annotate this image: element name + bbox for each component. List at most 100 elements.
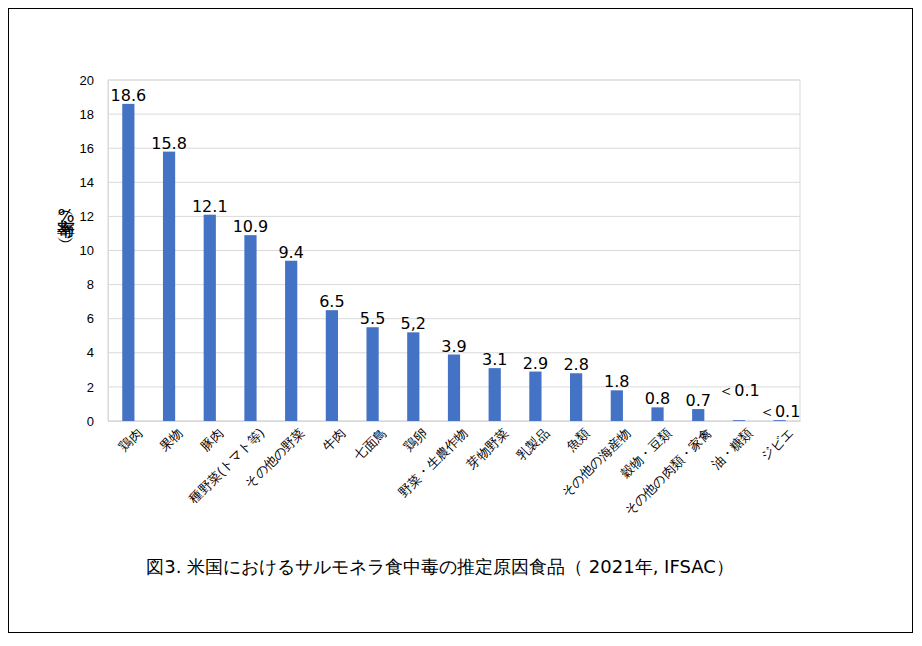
- x-tick: その他の肉類・家禽: [621, 421, 714, 518]
- x-tick-label: 魚類: [564, 425, 593, 454]
- bar: [285, 261, 297, 421]
- x-tick-label: その他の海産物: [558, 425, 633, 500]
- y-tick-label: 8: [87, 277, 94, 292]
- bar: [204, 215, 216, 421]
- data-label: ＜0.1: [718, 381, 759, 400]
- data-label: 12.1: [192, 197, 228, 216]
- data-label: 5,2: [401, 314, 426, 333]
- x-tick: 鶏肉: [116, 421, 145, 454]
- data-label: 1.8: [604, 372, 629, 391]
- chart-title: 図3. 米国におけるサルモネラ食中毒の推定原因食品（ 2021年, IFSAC）: [146, 556, 734, 577]
- data-label: ＜0.1: [759, 402, 800, 421]
- y-tick-label: 6: [87, 311, 94, 326]
- bar: [407, 332, 419, 421]
- x-axis: 鶏肉果物豚肉種野菜(トマト等)その他の野菜牛肉七面鳥鶏卵野菜・生農作物芽物野菜乳…: [109, 421, 801, 518]
- y-tick-label: 4: [87, 345, 94, 360]
- y-axis: 0 2 4 6 8 10 12 14 16 18 20: [80, 73, 109, 429]
- y-tick-label: 14: [80, 175, 94, 190]
- x-tick: 果物: [157, 421, 186, 454]
- x-tick-label: 油・糖類: [708, 425, 755, 472]
- bar: [692, 409, 704, 421]
- y-tick-label: 0: [87, 414, 94, 429]
- y-tick: 20: [80, 73, 108, 88]
- bars: [122, 104, 786, 421]
- x-tick-label: ジビエ: [758, 425, 796, 463]
- x-tick-label: その他の野菜: [242, 425, 308, 491]
- y-tick-label: 20: [80, 73, 94, 88]
- bar: [366, 327, 378, 421]
- data-label: 5.5: [360, 309, 385, 328]
- x-tick-label: 種野菜(トマト等): [186, 425, 267, 506]
- x-tick-label: その他の肉類・家禽: [621, 425, 714, 518]
- x-tick: 七面鳥: [351, 421, 389, 463]
- y-axis-line: [108, 81, 109, 422]
- bar: [448, 355, 460, 421]
- bar: [122, 104, 134, 421]
- x-tick: ジビエ: [758, 421, 796, 463]
- y-tick: 16: [80, 141, 108, 156]
- x-tick: 種野菜(トマト等): [186, 421, 267, 506]
- data-label: 6.5: [319, 292, 344, 311]
- x-tick: 油・糖類: [708, 421, 755, 472]
- grid-line: [108, 114, 800, 115]
- bar: [489, 368, 501, 421]
- plot-frame: [108, 80, 800, 421]
- x-tick-label: 豚肉: [197, 425, 226, 454]
- bar: [163, 152, 175, 421]
- y-axis-title: 寄与率（%）: [56, 205, 77, 243]
- data-label: 0.8: [645, 389, 670, 408]
- x-tick-label: 七面鳥: [351, 425, 389, 463]
- y-tick: 10: [80, 243, 108, 258]
- y-tick: 12: [80, 209, 108, 224]
- grid: [108, 80, 800, 421]
- x-tick-label: 鶏肉: [116, 425, 145, 454]
- y-tick-label: 2: [87, 380, 94, 395]
- x-tick-label: 果物: [157, 425, 186, 454]
- y-tick: 4: [87, 345, 108, 360]
- x-tick: 魚類: [564, 421, 593, 454]
- bar: [570, 373, 582, 421]
- x-tick: 鶏卵: [401, 421, 430, 454]
- y-tick: 2: [87, 380, 108, 395]
- bar: [651, 407, 663, 421]
- bar: [733, 420, 745, 421]
- x-axis-line: [109, 421, 801, 422]
- x-tick: その他の野菜: [242, 421, 308, 491]
- data-label: 2.8: [563, 355, 588, 374]
- x-tick: 豚肉: [197, 421, 226, 454]
- x-tick: その他の海産物: [558, 421, 633, 500]
- x-tick: 野菜・生農作物: [396, 421, 471, 500]
- x-tick-label: 乳製品: [514, 425, 552, 463]
- data-label: 3.1: [482, 350, 507, 369]
- y-tick-label: 12: [80, 209, 94, 224]
- chart-svg: 0 2 4 6 8 10 12 14 16 18 20 鶏肉果物豚肉種野菜(トマト等)その他の野菜牛肉…: [0, 0, 922, 646]
- data-label: 18.6: [111, 86, 147, 105]
- grid-line: [108, 148, 800, 149]
- x-tick-label: 芽物野菜: [464, 425, 511, 472]
- y-tick: 0: [87, 414, 108, 429]
- data-label: 10.9: [233, 217, 269, 236]
- data-label: 3.9: [441, 337, 466, 356]
- data-label: 15.8: [151, 134, 187, 153]
- x-tick-label: 鶏卵: [401, 425, 430, 454]
- x-tick-label: 野菜・生農作物: [396, 425, 471, 500]
- x-tick: 乳製品: [514, 421, 552, 463]
- y-tick: 14: [80, 175, 108, 190]
- plot: 0 2 4 6 8 10 12 14 16 18 20 鶏肉果物豚肉種野菜(トマト等)その他の野菜牛肉…: [80, 73, 801, 519]
- bar: [529, 372, 541, 421]
- data-labels: 18.615.812.110.99.46.55.55,23.93.12.92.8…: [111, 86, 801, 421]
- data-label: 2.9: [523, 354, 548, 373]
- chart-container: 0 2 4 6 8 10 12 14 16 18 20 鶏肉果物豚肉種野菜(トマト等)その他の野菜牛肉…: [0, 0, 922, 646]
- x-tick-label: 牛肉: [319, 425, 348, 454]
- x-tick: 牛肉: [319, 421, 348, 454]
- bar: [611, 390, 623, 421]
- outer-frame: [9, 9, 913, 633]
- x-tick: 芽物野菜: [464, 421, 511, 472]
- bar: [326, 310, 338, 421]
- y-tick: 8: [87, 277, 108, 292]
- y-tick-label: 10: [80, 243, 94, 258]
- y-tick-label: 18: [80, 107, 94, 122]
- data-label: 0.7: [686, 391, 711, 410]
- y-tick: 18: [80, 107, 108, 122]
- y-tick-label: 16: [80, 141, 94, 156]
